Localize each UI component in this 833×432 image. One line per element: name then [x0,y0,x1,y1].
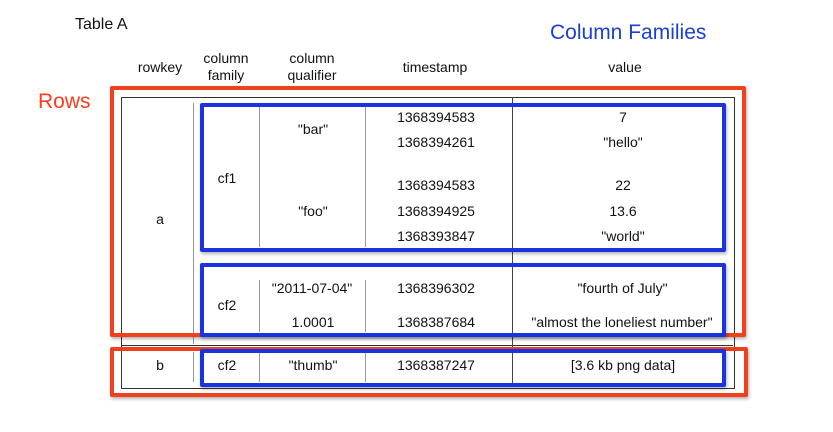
table-title: Table A [75,16,128,33]
value-cell: 22 [615,177,631,193]
timestamp-cell: 1368396302 [397,280,475,296]
grid-line-rowkey-b [193,352,194,382]
grid-line-family [259,107,260,247]
timestamp-cell: 1368387684 [397,314,475,330]
value-cell: 7 [619,109,627,125]
header-column-qualifier-line2: qualifier [287,67,337,83]
value-cell: "hello" [603,134,643,150]
grid-line-rowkey [193,103,194,344]
grid-line-qualifier-1 [365,107,366,247]
qualifier-bar: "bar" [297,121,329,137]
family-cf2-b: cf2 [217,357,237,373]
value-cell: "fourth of July" [577,280,668,296]
table-frame [121,97,735,389]
timestamp-cell: 1368394583 [397,109,475,125]
timestamp-cell: 1368394583 [397,177,475,193]
header-value: value [608,59,642,75]
grid-line-qualifier-2 [365,280,366,332]
timestamp-cell: 1368393847 [397,228,475,244]
rowkey-a: a [156,211,164,227]
rows-label: Rows [38,90,91,113]
qualifier-date: "2011-07-04" [271,280,353,296]
value-cell: "world" [601,228,645,244]
header-timestamp: timestamp [402,59,468,75]
family-cf2: cf2 [217,297,237,313]
cf1-highlight [200,103,726,252]
grid-line-family-2 [259,280,260,332]
timestamp-cell: 1368394261 [397,134,475,150]
header-column-qualifier-line1: column [289,50,335,66]
header-rowkey: rowkey [137,59,183,75]
rowkey-b: b [156,357,164,373]
value-cell: [3.6 kb png data] [570,357,676,373]
cf2-row-b-highlight [200,349,726,387]
value-cell: 13.6 [609,203,637,219]
qualifier-thumb: "thumb" [288,357,338,373]
qualifier-foo: "foo" [298,203,328,219]
timestamp-cell: 1368387247 [397,357,475,373]
timestamp-cell: 1368394925 [397,203,475,219]
grid-line-family-b [259,352,260,382]
grid-line-qualifier-b [365,352,366,382]
column-families-label: Column Families [550,21,707,44]
qualifier-number: 1.0001 [291,314,335,330]
family-cf1: cf1 [217,170,237,186]
header-column-family-line2: family [207,67,245,83]
grid-line-value [512,97,513,387]
header-column-family-line1: column [203,50,249,66]
cf2-highlight [200,263,726,337]
value-cell: "almost the loneliest number" [531,314,713,330]
row-separator [122,345,733,346]
